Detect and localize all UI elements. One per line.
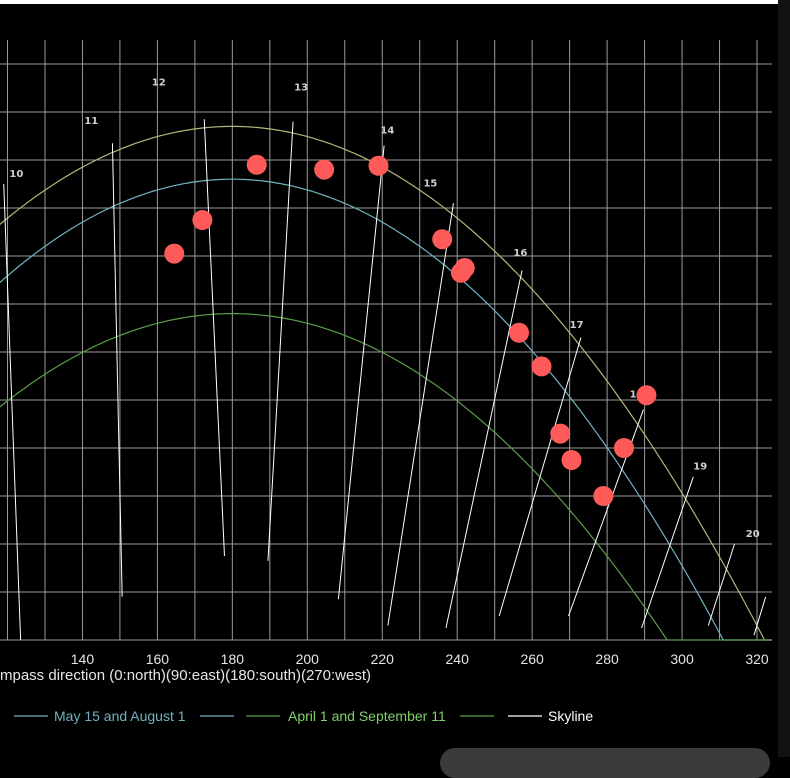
data-point (593, 486, 614, 506)
x-tick-label: 200 (296, 651, 320, 667)
hour-label-10: 10 (9, 169, 23, 180)
x-tick-label: 240 (446, 651, 470, 667)
top-edge-strip (0, 0, 778, 4)
hour-line-12 (203, 119, 225, 557)
hour-line-16 (445, 270, 523, 629)
x-tick-label: 220 (371, 651, 395, 667)
hour-line-20 (707, 543, 736, 626)
x-tick-label: 160 (146, 651, 170, 667)
legend-label-may-aug: May 15 and August 1 (54, 708, 186, 724)
hour-label-20: 20 (746, 529, 760, 540)
data-point (561, 450, 582, 470)
hour-label-14: 14 (380, 126, 394, 137)
skyline-points (164, 154, 657, 506)
data-point (164, 243, 185, 264)
curve-may_aug (0, 178, 772, 641)
data-point (454, 258, 475, 278)
curve-top_curve (0, 125, 772, 641)
bottom-sheet-handle[interactable] (440, 748, 770, 778)
data-point (550, 423, 571, 444)
x-tick-label: 300 (670, 651, 694, 667)
hour-line-13 (267, 121, 294, 561)
data-point (314, 159, 335, 180)
hour-line-18 (568, 409, 644, 617)
hour-label-15: 15 (423, 178, 437, 189)
hour-line-15 (387, 203, 454, 626)
data-point (192, 210, 213, 230)
hour-line-19 (641, 476, 694, 629)
x-tick-label: 180 (221, 651, 245, 667)
data-point (613, 438, 634, 458)
hour-label-12: 12 (152, 78, 166, 89)
hour-line-17 (498, 337, 582, 617)
hour-label-13: 13 (294, 82, 308, 93)
x-tick-label: 140 (71, 651, 95, 667)
sun-path-curves (0, 125, 772, 641)
hour-labels: 101112131415161718192021 (9, 78, 760, 540)
legend-label-skyline: Skyline (548, 708, 593, 724)
data-point (432, 229, 453, 250)
curve-apr_sep (0, 313, 772, 641)
hour-label-16: 16 (513, 248, 527, 259)
chart-grid (0, 40, 772, 641)
hour-label-11: 11 (84, 116, 98, 127)
hour-label-17: 17 (570, 320, 584, 331)
hour-lines (3, 119, 767, 641)
x-tick-label: 280 (595, 651, 619, 667)
right-edge-strip (778, 0, 790, 757)
x-axis-ticks: 140 160 180 200 220 240 260 280 300 320 (71, 651, 769, 667)
hour-line-21 (753, 596, 767, 636)
data-point (509, 322, 530, 343)
x-tick-label: 260 (520, 651, 544, 667)
hour-line-10 (3, 183, 22, 641)
hour-line-14 (337, 145, 385, 600)
legend: May 15 and August 1 April 1 and Septembe… (14, 708, 593, 724)
sun-path-chart: 101112131415161718192021 140160180200220… (0, 40, 772, 724)
legend-label-apr-sep: April 1 and September 11 (288, 708, 446, 724)
data-point (531, 356, 552, 377)
hour-label-19: 19 (693, 462, 707, 473)
data-point (636, 385, 657, 406)
data-point (368, 155, 389, 176)
x-tick-label: 320 (745, 651, 769, 667)
data-point (246, 154, 267, 175)
hour-line-11 (111, 143, 123, 597)
x-axis-label: mpass direction (0:north)(90:east)(180:s… (0, 667, 371, 684)
